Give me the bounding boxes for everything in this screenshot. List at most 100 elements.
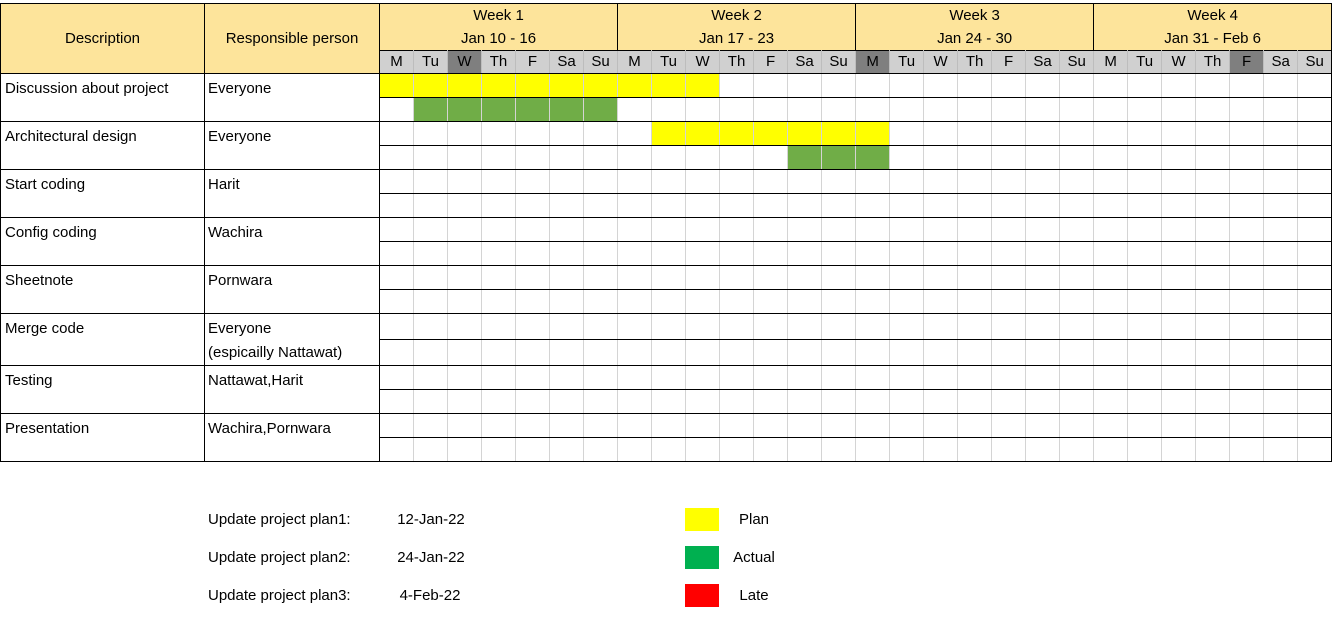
gantt-cell	[651, 241, 687, 266]
gantt-cell	[787, 339, 823, 366]
gantt-cell	[617, 241, 653, 266]
gantt-cell	[617, 365, 653, 390]
gantt-cell	[855, 437, 891, 462]
gantt-cell	[1059, 73, 1095, 98]
gantt-cell	[923, 339, 959, 366]
gantt-cell	[1161, 437, 1197, 462]
plan-bar-cell	[651, 121, 687, 146]
gantt-cell	[787, 97, 823, 122]
gantt-cell	[1127, 217, 1163, 242]
gantt-cell	[855, 169, 891, 194]
day-header: W	[447, 50, 482, 74]
gantt-cell	[855, 313, 891, 340]
gantt-cell	[787, 73, 823, 98]
gantt-cell	[923, 313, 959, 340]
gantt-cell	[651, 313, 687, 340]
gantt-cell	[1263, 389, 1299, 414]
gantt-cell	[957, 97, 993, 122]
gantt-cell	[855, 339, 891, 366]
gantt-cell	[1229, 217, 1265, 242]
gantt-cell	[923, 413, 959, 438]
actual-bar-cell	[549, 97, 584, 122]
day-header: W	[923, 50, 959, 74]
gantt-cell	[1263, 339, 1299, 366]
gantt-cell	[719, 73, 755, 98]
actual-bar-cell	[821, 145, 857, 170]
plan-bar-cell	[413, 73, 448, 98]
responsible-line: Pornwara	[208, 272, 273, 289]
gantt-cell	[753, 97, 789, 122]
gantt-cell	[1093, 389, 1129, 414]
task-responsible: Wachira	[204, 217, 380, 266]
gantt-cell	[379, 265, 414, 290]
gantt-cell	[651, 265, 687, 290]
gantt-cell	[719, 339, 755, 366]
gantt-cell	[889, 193, 925, 218]
gantt-cell	[991, 365, 1027, 390]
gantt-cell	[991, 389, 1027, 414]
gantt-cell	[617, 313, 653, 340]
gantt-cell	[651, 413, 687, 438]
plan-bar-cell	[549, 73, 584, 98]
gantt-cell	[1195, 97, 1231, 122]
gantt-cell	[447, 265, 482, 290]
gantt-cell	[651, 365, 687, 390]
gantt-cell	[582, 365, 619, 390]
gantt-cell	[685, 241, 721, 266]
gantt-cell	[889, 313, 925, 340]
actual-legend-label: Actual	[733, 549, 775, 566]
task-description: Architectural design	[0, 121, 205, 170]
gantt-cell	[515, 365, 550, 390]
gantt-cell	[651, 339, 687, 366]
gantt-cell	[481, 389, 516, 414]
gantt-cell	[957, 437, 993, 462]
gantt-cell	[447, 389, 482, 414]
gantt-cell	[753, 73, 789, 98]
gantt-cell	[821, 97, 857, 122]
gantt-cell	[923, 97, 959, 122]
gantt-cell	[413, 145, 448, 170]
gantt-cell	[582, 413, 619, 438]
gantt-cell	[1195, 241, 1231, 266]
gantt-cell	[719, 389, 755, 414]
gantt-cell	[1127, 73, 1163, 98]
gantt-cell	[787, 437, 823, 462]
gantt-cell	[515, 265, 550, 290]
responsible-line: (espicailly Nattawat)	[208, 344, 343, 361]
gantt-cell	[991, 169, 1027, 194]
gantt-cell	[855, 389, 891, 414]
gantt-cell	[787, 389, 823, 414]
gantt-cell	[957, 389, 993, 414]
gantt-cell	[753, 265, 789, 290]
plan-bar-cell	[582, 73, 619, 98]
week-header: Week 4 Jan 31 - Feb 6	[1093, 3, 1333, 51]
gantt-cell	[1025, 241, 1061, 266]
gantt-cell	[855, 241, 891, 266]
gantt-cell	[1093, 169, 1129, 194]
gantt-cell	[1297, 265, 1333, 290]
gantt-cell	[1093, 241, 1129, 266]
gantt-cell	[787, 169, 823, 194]
gantt-cell	[1195, 313, 1231, 340]
gantt-cell	[1161, 389, 1197, 414]
task-description: Discussion about project	[0, 73, 205, 122]
gantt-cell	[1127, 413, 1163, 438]
gantt-cell	[1161, 121, 1197, 146]
gantt-cell	[617, 97, 653, 122]
gantt-cell	[991, 413, 1027, 438]
gantt-cell	[991, 265, 1027, 290]
gantt-cell	[821, 313, 857, 340]
gantt-cell	[821, 365, 857, 390]
gantt-cell	[1297, 339, 1333, 366]
gantt-cell	[719, 193, 755, 218]
task-responsible: Nattawat,Harit	[204, 365, 380, 414]
gantt-cell	[549, 365, 584, 390]
gantt-cell	[889, 97, 925, 122]
plan-bar-cell	[753, 121, 789, 146]
gantt-cell	[582, 241, 619, 266]
gantt-cell	[617, 437, 653, 462]
gantt-cell	[379, 365, 414, 390]
day-header: Su	[1297, 50, 1333, 74]
gantt-cell	[549, 437, 584, 462]
gantt-cell	[1093, 313, 1129, 340]
